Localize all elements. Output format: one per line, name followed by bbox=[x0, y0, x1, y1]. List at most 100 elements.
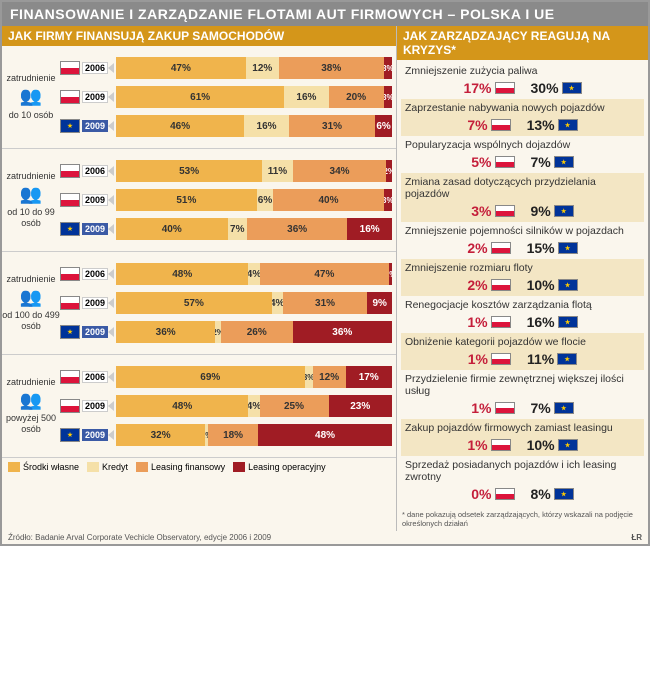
crisis-label: Sprzedaż posiadanych pojazdów i ich leas… bbox=[405, 459, 640, 483]
arrow-icon bbox=[108, 92, 114, 102]
flag-year: 2009 bbox=[60, 193, 108, 207]
bar-segment: 18% bbox=[208, 424, 258, 446]
right-section-title: JAK ZARZĄDZAJĄCY REAGUJĄ NA KRYZYS* bbox=[397, 26, 648, 60]
bar-segment: 31% bbox=[289, 115, 375, 137]
crisis-item: Przydzielenie firmie zewnętrznej większe… bbox=[401, 370, 644, 419]
eu-flag-icon: ★ bbox=[554, 488, 574, 500]
bar-wrap: 32%1%18%48% bbox=[108, 424, 392, 446]
eu-value: 15%★ bbox=[527, 240, 578, 256]
signature: ŁR bbox=[631, 533, 642, 542]
poland-value: 2% bbox=[467, 277, 510, 293]
poland-flag-icon bbox=[495, 402, 515, 414]
bar-segment: 36% bbox=[116, 321, 215, 343]
bar-row: 200647%12%38%3% bbox=[60, 55, 392, 81]
crisis-list: Zmniejszenie zużycia paliwa17%30%★ Zaprze… bbox=[397, 60, 648, 507]
crisis-label: Zaprzestanie nabywania nowych pojazdów bbox=[405, 102, 640, 114]
year-label: 2009 bbox=[82, 326, 108, 338]
year-label: 2006 bbox=[82, 268, 108, 280]
poland-flag-icon bbox=[495, 205, 515, 217]
bar-segment: 36% bbox=[247, 218, 347, 240]
bar-row: 2009 51%6%40%3% bbox=[60, 187, 392, 213]
crisis-item: Obniżenie kategorii pojazdów we flocie1%… bbox=[401, 333, 644, 370]
poland-flag-icon bbox=[491, 279, 511, 291]
crisis-values: 17%30%★ bbox=[405, 80, 640, 96]
flag-year: 2009 bbox=[60, 296, 108, 310]
arrow-icon bbox=[108, 430, 114, 440]
bar-wrap: 47%12%38%3% bbox=[108, 57, 392, 79]
flag-year: 2006 bbox=[60, 370, 108, 384]
bar-row: ★200932%1%18%48% bbox=[60, 422, 392, 448]
eu-value: 9%★ bbox=[531, 203, 574, 219]
bar-segment: 3% bbox=[384, 189, 392, 211]
arrow-icon bbox=[108, 121, 114, 131]
flag-year: 2009 bbox=[60, 399, 108, 413]
bar-row: 200653%11%34%2% bbox=[60, 158, 392, 184]
eu-flag-icon: ★ bbox=[558, 279, 578, 291]
bar-segment: 2% bbox=[386, 160, 392, 182]
right-panel: JAK ZARZĄDZAJĄCY REAGUJĄ NA KRYZYS* Zmni… bbox=[397, 26, 648, 531]
poland-flag-icon bbox=[60, 296, 80, 310]
bar-segment: 32% bbox=[116, 424, 205, 446]
eu-flag-icon: ★ bbox=[60, 119, 80, 133]
bar-segment: 46% bbox=[116, 115, 244, 137]
stacked-bar: 46%16%31%6% bbox=[116, 115, 392, 137]
bar-segment: 3% bbox=[384, 57, 392, 79]
crisis-values: 1%10%★ bbox=[405, 437, 640, 453]
poland-flag-icon bbox=[495, 82, 515, 94]
group-bars: 200648%4%47%1%200957%4%31%9%★200936%2%26… bbox=[60, 258, 392, 348]
bar-segment: 53% bbox=[116, 160, 262, 182]
legend-swatch bbox=[136, 462, 148, 472]
bar-segment: 3% bbox=[384, 86, 392, 108]
crisis-label: Popularyzacja wspólnych dojazdów bbox=[405, 139, 640, 151]
bar-wrap: 57%4%31%9% bbox=[108, 292, 392, 314]
eu-value: 7%★ bbox=[531, 400, 574, 416]
poland-value: 1% bbox=[471, 400, 514, 416]
poland-value: 3% bbox=[471, 203, 514, 219]
bar-segment: 57% bbox=[116, 292, 272, 314]
group-label: zatrudnienie👥od 10 do 99 osób bbox=[2, 155, 60, 245]
crisis-label: Renegocjacje kosztów zarządzania flotą bbox=[405, 299, 640, 311]
bar-row: 200648%4%47%1% bbox=[60, 261, 392, 287]
bar-segment: 40% bbox=[116, 218, 228, 240]
eu-flag-icon: ★ bbox=[558, 316, 578, 328]
bar-segment: 23% bbox=[329, 395, 392, 417]
bar-group: zatrudnienie👥powyżej 500 osób200669%3%12… bbox=[2, 355, 396, 457]
bar-segment: 26% bbox=[221, 321, 293, 343]
bar-segment: 16% bbox=[347, 218, 392, 240]
crisis-item: Popularyzacja wspólnych dojazdów5%7%★ bbox=[401, 136, 644, 173]
bar-segment: 51% bbox=[116, 189, 257, 211]
year-label: 2006 bbox=[82, 371, 108, 383]
bar-row: 200948%4%25%23% bbox=[60, 393, 392, 419]
crisis-values: 3% 9%★ bbox=[405, 203, 640, 219]
bar-wrap: 46%16%31%6% bbox=[108, 115, 392, 137]
stacked-bar: 51%6%40%3% bbox=[116, 189, 392, 211]
bar-segment: 7% bbox=[228, 218, 248, 240]
poland-flag-icon bbox=[60, 370, 80, 384]
legend-swatch bbox=[233, 462, 245, 472]
bar-segment: 20% bbox=[329, 86, 384, 108]
legend-swatch bbox=[8, 462, 20, 472]
crisis-item: Zmniejszenie zużycia paliwa17%30%★ bbox=[401, 62, 644, 99]
poland-flag-icon bbox=[60, 193, 80, 207]
crisis-values: 2%10%★ bbox=[405, 277, 640, 293]
crisis-label: Przydzielenie firmie zewnętrznej większe… bbox=[405, 373, 640, 397]
bar-segment: 6% bbox=[375, 115, 392, 137]
bar-segment: 34% bbox=[293, 160, 387, 182]
poland-value: 2% bbox=[467, 240, 510, 256]
group-bars: 200669%3%12%17%200948%4%25%23%★200932%1%… bbox=[60, 361, 392, 451]
year-label: 2009 bbox=[82, 120, 108, 132]
bar-segment: 17% bbox=[346, 366, 392, 388]
bar-row: ★200936%2%26%36% bbox=[60, 319, 392, 345]
crisis-label: Zmiana zasad dotyczących przydzielania p… bbox=[405, 176, 640, 200]
bar-row: 2009 57%4%31%9% bbox=[60, 290, 392, 316]
crisis-label: Obniżenie kategorii pojazdów we flocie bbox=[405, 336, 640, 348]
source-line: Źródło: Badanie Arval Corporate Vechicle… bbox=[2, 531, 648, 544]
bar-segment: 4% bbox=[248, 395, 259, 417]
poland-flag-icon bbox=[60, 399, 80, 413]
eu-flag-icon: ★ bbox=[554, 402, 574, 414]
eu-value: 30%★ bbox=[531, 80, 582, 96]
bar-group: zatrudnienie👥od 10 do 99 osób200653%11%3… bbox=[2, 149, 396, 252]
bar-wrap: 61%16%20%3% bbox=[108, 86, 392, 108]
stacked-bar: 57%4%31%9% bbox=[116, 292, 392, 314]
crisis-label: Zmniejszenie pojemności silników w pojaz… bbox=[405, 225, 640, 237]
